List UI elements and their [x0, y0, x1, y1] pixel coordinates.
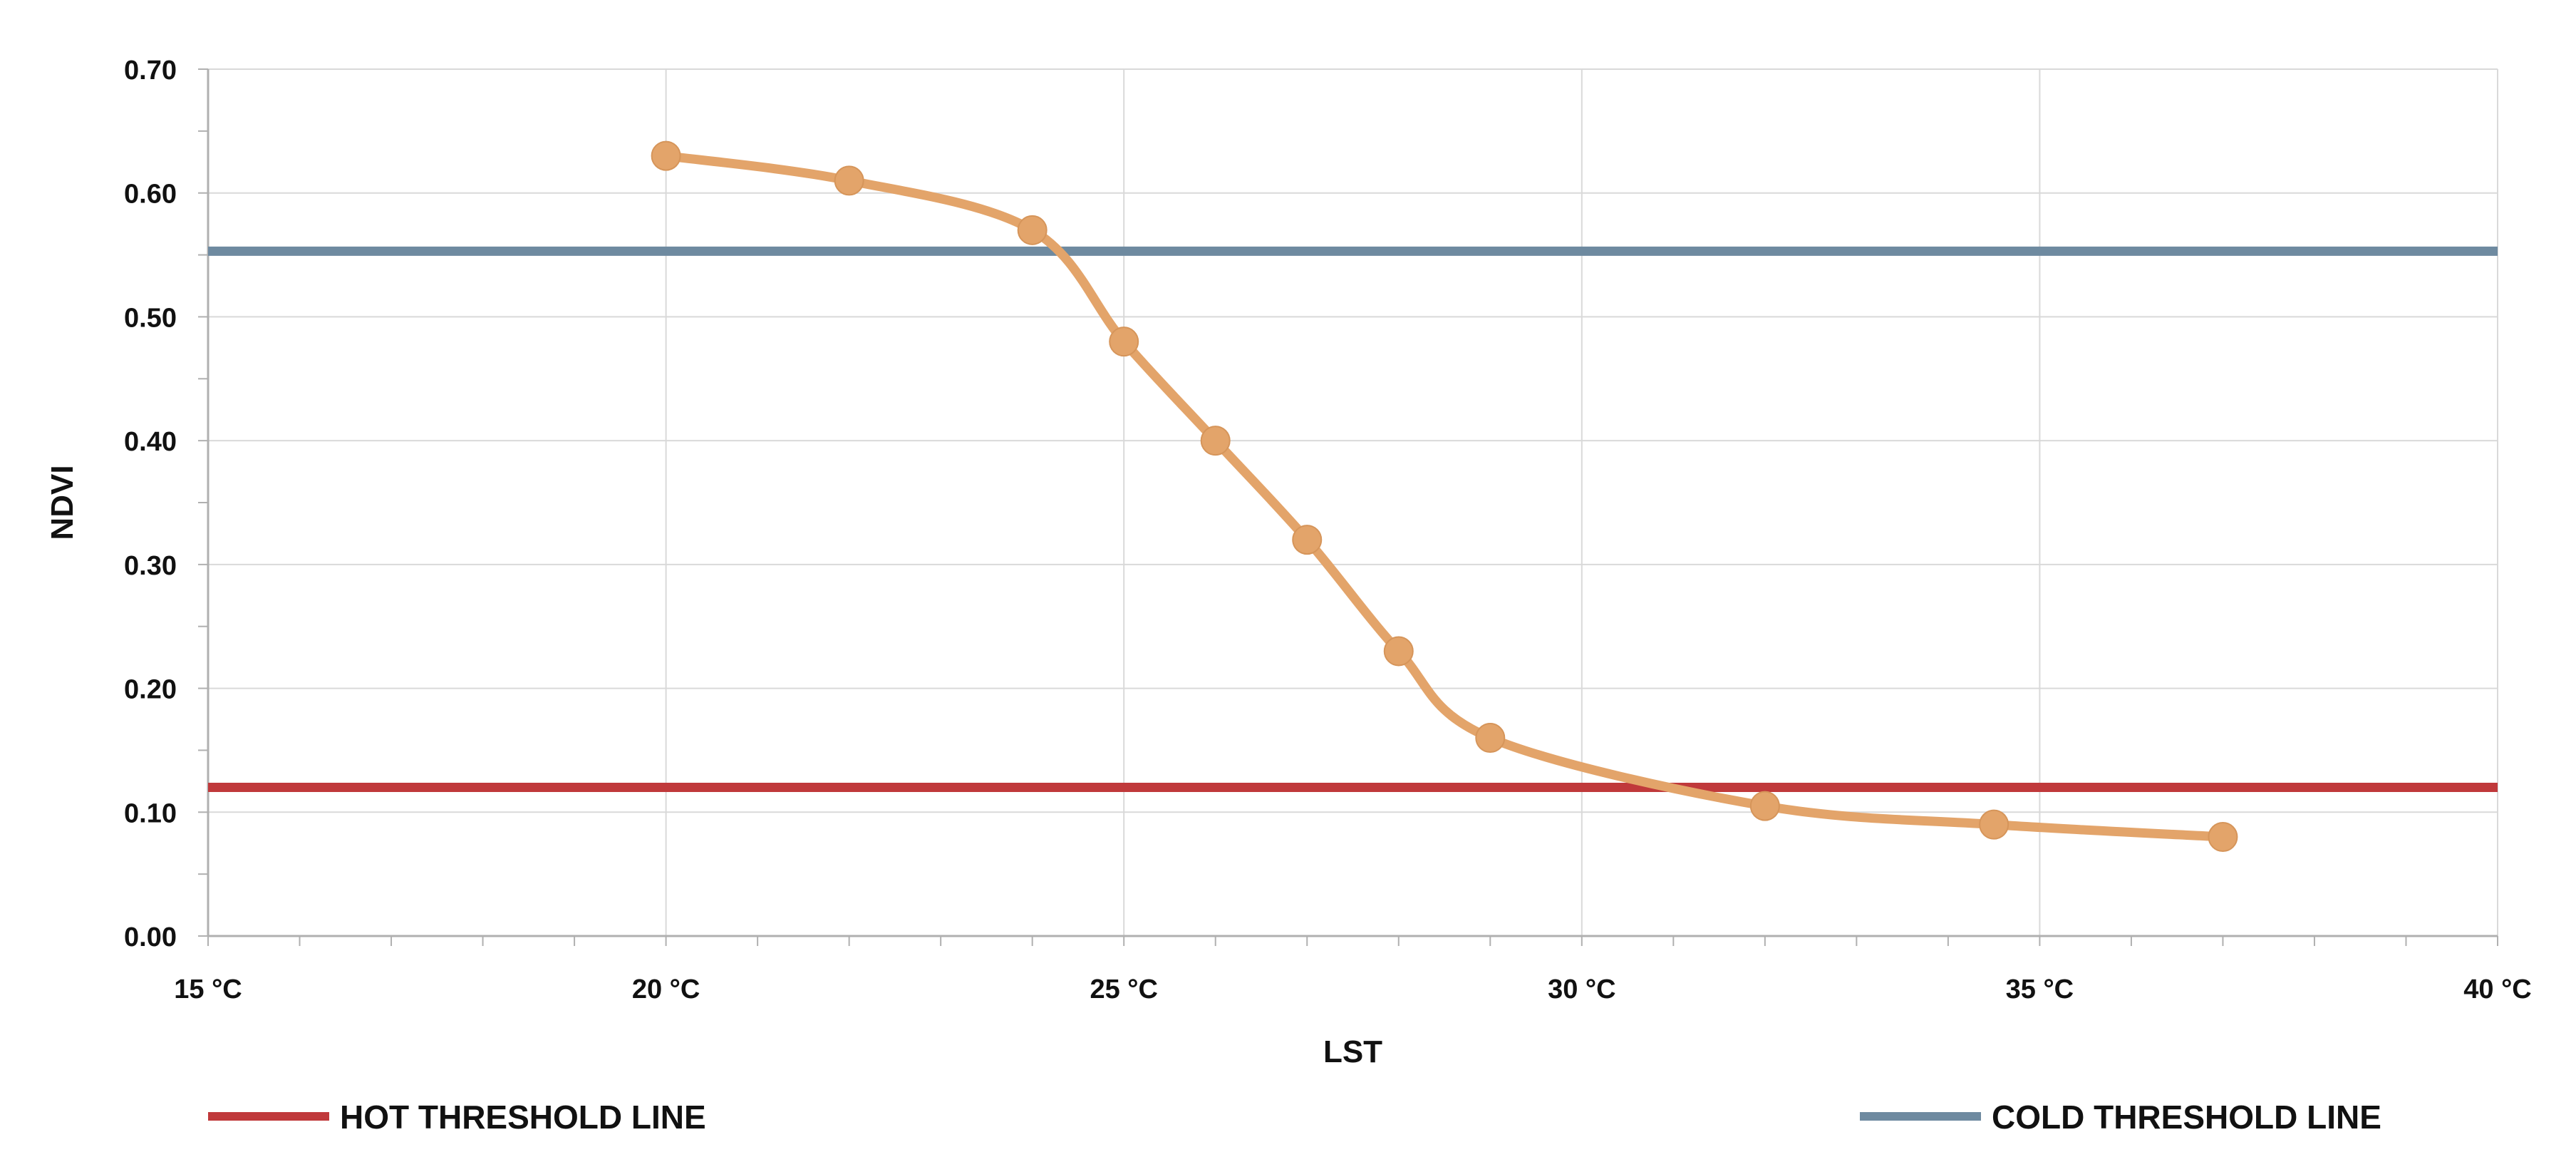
- y-tick-label: 0.00: [124, 922, 177, 952]
- x-axis-title: LST: [1323, 1034, 1382, 1069]
- y-tick-label: 0.20: [124, 675, 177, 705]
- data-point: [1109, 327, 1139, 357]
- data-point: [1200, 426, 1231, 456]
- legend: HOT THRESHOLD LINE COLD THRESHOLD LINE: [208, 1099, 2381, 1136]
- data-point: [834, 165, 864, 196]
- threshold-lines: [208, 246, 2498, 793]
- y-axis-title: NDVI: [45, 465, 80, 540]
- gridlines: [207, 68, 2498, 937]
- series-line: [661, 151, 2228, 842]
- x-tick-label: 30 °C: [1548, 975, 1615, 1004]
- data-point: [1475, 723, 1506, 754]
- data-point: [1383, 636, 1414, 667]
- cold-threshold-legend-label: COLD THRESHOLD LINE: [1992, 1099, 2381, 1136]
- data-point: [1979, 809, 2009, 840]
- y-tick-label: 0.30: [124, 551, 177, 581]
- y-tick-label: 0.50: [124, 303, 177, 333]
- x-tick-label: 15 °C: [174, 975, 242, 1004]
- x-tick-label: 25 °C: [1090, 975, 1157, 1004]
- hot-threshold-legend-label: HOT THRESHOLD LINE: [340, 1099, 706, 1136]
- data-point: [1017, 215, 1048, 245]
- x-tick-label: 40 °C: [2463, 975, 2531, 1004]
- data-point: [1292, 525, 1323, 555]
- y-tick-label: 0.60: [124, 180, 177, 210]
- x-tick-label: 35 °C: [2006, 975, 2074, 1004]
- axes: [198, 68, 2498, 946]
- y-tick-label: 0.10: [124, 798, 177, 828]
- data-point: [651, 140, 681, 171]
- data-point: [2208, 822, 2238, 853]
- y-tick-label: 0.70: [124, 56, 177, 86]
- y-tick-label: 0.40: [124, 427, 177, 457]
- x-tick-label: 20 °C: [632, 975, 700, 1004]
- data-point: [1749, 791, 1780, 821]
- y-tick-labels: 0.00 0.10 0.20 0.30 0.40 0.50 0.60 0.70: [124, 56, 177, 952]
- series: [651, 140, 2238, 853]
- x-tick-labels: 15 °C 20 °C 25 °C 30 °C 35 °C 40 °C: [174, 975, 2531, 1004]
